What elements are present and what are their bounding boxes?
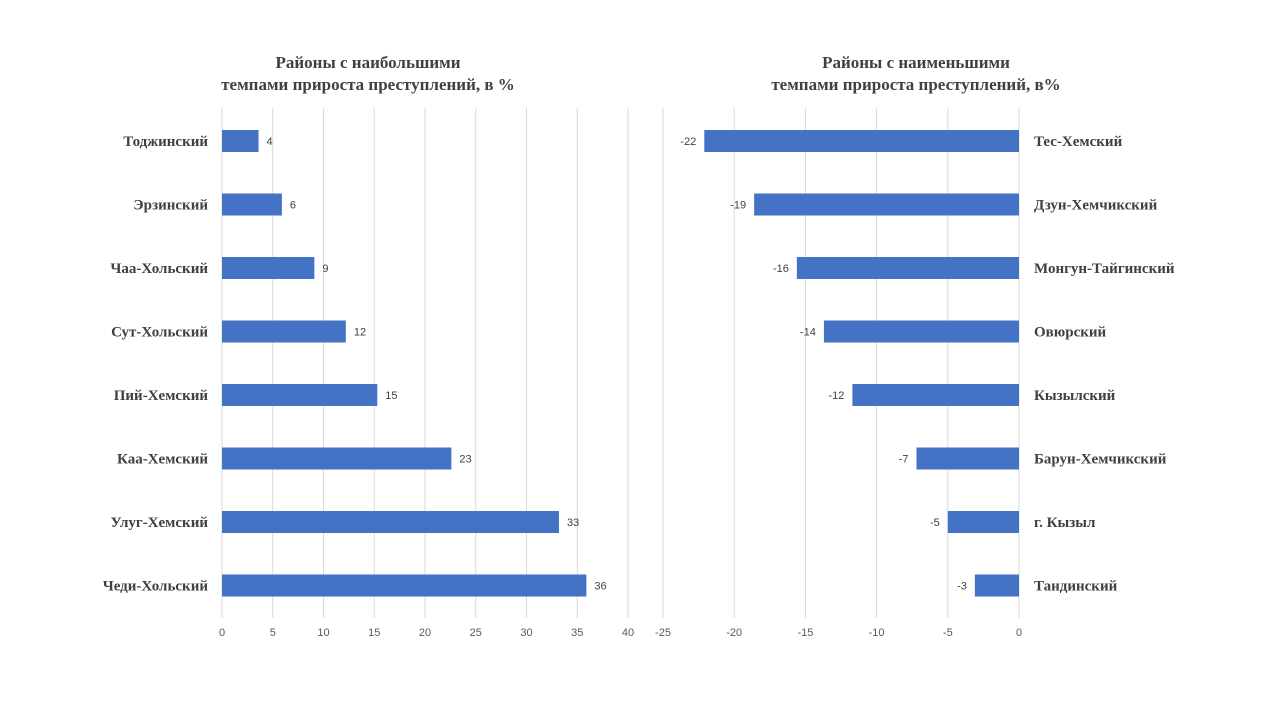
left-x-tick-label: 40 xyxy=(622,627,634,639)
chart-title-left-line-1: Районы с наибольшими xyxy=(275,53,461,72)
left-data-label: 4 xyxy=(267,136,273,148)
right-category-label: Барун-Хемчикский xyxy=(1034,452,1167,468)
right-x-tick-label: -20 xyxy=(726,627,742,639)
left-bar xyxy=(222,257,315,279)
right-data-label: -19 xyxy=(730,200,746,212)
left-x-tick-label: 5 xyxy=(270,627,276,639)
chart-title-right-line-1: Районы с наименьшими xyxy=(822,53,1010,72)
left-x-tick-label: 25 xyxy=(470,627,482,639)
right-category-label: Монгун-Тайгинский xyxy=(1034,261,1175,277)
right-bar xyxy=(823,320,1019,343)
right-bar xyxy=(796,257,1019,279)
right-data-label: -22 xyxy=(680,136,696,148)
left-bar xyxy=(222,511,559,533)
right-category-label: Овюрский xyxy=(1034,325,1107,341)
right-data-label: -3 xyxy=(957,581,967,593)
right-category-label: г. Кызыл xyxy=(1034,515,1096,531)
right-data-label: -14 xyxy=(800,327,816,339)
right-x-tick-label: -15 xyxy=(797,627,813,639)
left-bar xyxy=(222,320,346,343)
chart-title-left: Районы с наибольшими темпами прироста пр… xyxy=(168,52,568,96)
right-x-tick-label: -25 xyxy=(655,627,671,639)
right-bar xyxy=(704,130,1019,152)
left-x-tick-label: 15 xyxy=(368,627,380,639)
left-category-label: Сут-Хольский xyxy=(111,325,208,341)
right-category-label: Тес-Хемский xyxy=(1034,134,1123,150)
left-x-tick-label: 35 xyxy=(571,627,583,639)
right-bar xyxy=(947,511,1019,533)
right-bar xyxy=(916,447,1019,470)
right-bar xyxy=(754,193,1019,216)
left-data-label: 9 xyxy=(322,263,328,275)
left-data-label: 33 xyxy=(567,517,579,529)
left-category-label: Каа-Хемский xyxy=(117,452,208,468)
right-bar xyxy=(852,384,1019,406)
left-category-label: Чеди-Хольский xyxy=(103,579,209,595)
chart-title-right-line-2: темпами прироста преступлений, в% xyxy=(771,75,1061,94)
left-x-tick-label: 10 xyxy=(317,627,329,639)
chart-left: 0 5 10 15 20 25 30 35 40 4 Тоджинский 6 Эрзинский 9 Ча… xyxy=(103,108,634,639)
left-data-label: 15 xyxy=(385,390,397,402)
left-data-label: 12 xyxy=(354,327,366,339)
right-data-label: -7 xyxy=(899,454,909,466)
left-x-tick-label: 20 xyxy=(419,627,431,639)
right-bar xyxy=(974,574,1019,597)
left-category-label: Улуг-Хемский xyxy=(111,515,209,531)
left-x-tick-label: 0 xyxy=(219,627,225,639)
left-data-label: 6 xyxy=(290,200,296,212)
chart-title-right: Районы с наименьшими темпами прироста пр… xyxy=(716,52,1116,96)
left-category-label: Пий-Хемский xyxy=(114,388,209,404)
right-data-label: -5 xyxy=(930,517,940,529)
right-data-label: -16 xyxy=(773,263,789,275)
left-bar xyxy=(222,574,587,597)
left-category-label: Тоджинский xyxy=(123,134,208,150)
left-bar xyxy=(222,130,259,152)
left-data-label: 23 xyxy=(459,454,471,466)
left-x-tick-label: 30 xyxy=(520,627,532,639)
left-category-label: Чаа-Хольский xyxy=(110,261,208,277)
right-category-label: Кызылский xyxy=(1034,388,1116,404)
chart-right: -25 -20 -15 -10 -5 0 -22 Тес-Хемский -19 Дзун-Хем… xyxy=(655,108,1175,639)
chart-title-left-line-2: темпами прироста преступлений, в % xyxy=(221,75,515,94)
left-category-label: Эрзинский xyxy=(133,198,208,214)
left-bar xyxy=(222,384,378,406)
left-data-label: 36 xyxy=(594,581,606,593)
left-bar xyxy=(222,193,282,216)
right-category-label: Дзун-Хемчикский xyxy=(1034,198,1158,214)
right-x-tick-label: -10 xyxy=(869,627,885,639)
right-x-tick-label: -5 xyxy=(943,627,953,639)
right-data-label: -12 xyxy=(828,390,844,402)
right-category-label: Тандинский xyxy=(1034,579,1118,595)
left-bar xyxy=(222,447,452,470)
right-x-tick-label: 0 xyxy=(1016,627,1022,639)
